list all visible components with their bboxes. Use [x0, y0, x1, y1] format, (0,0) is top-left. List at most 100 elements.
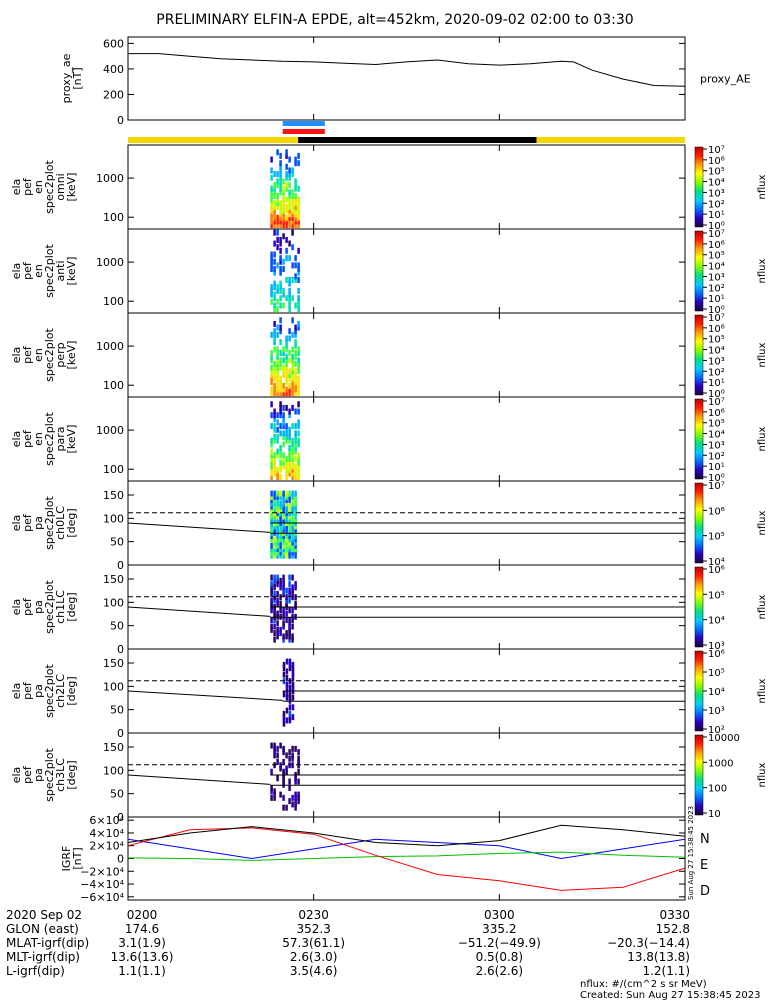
- heatmap-cell: [273, 536, 276, 543]
- heatmap-cell: [297, 346, 300, 353]
- heatmap-cell: [297, 749, 300, 756]
- heatmap-cell: [291, 745, 294, 752]
- heatmap-cell: [297, 375, 300, 382]
- heatmap-cell: [288, 434, 291, 441]
- ytick-label: 1000: [96, 424, 124, 437]
- heatmap-cell: [276, 412, 279, 419]
- heatmap-cell: [288, 581, 291, 588]
- colorbar-label: nflux: [757, 678, 768, 703]
- colorbar-tick-label: 10¹: [708, 210, 725, 221]
- heatmap-cell: [282, 633, 285, 640]
- heatmap-cell: [288, 749, 291, 756]
- series-line: [127, 851, 686, 861]
- heatmap-cell: [270, 207, 273, 214]
- heatmap-cell: [270, 298, 273, 305]
- heatmap-cell: [294, 490, 297, 497]
- heatmap-cell: [276, 516, 279, 523]
- heatmap-cell: [291, 171, 294, 178]
- heatmap-cell: [279, 626, 282, 633]
- axis-value: 335.2: [482, 922, 516, 936]
- heatmap-cell: [282, 266, 285, 273]
- heatmap-cell: [282, 758, 285, 765]
- panel-ylabel: pef: [21, 177, 34, 196]
- heatmap-cell: [276, 497, 279, 504]
- heatmap-cell: [276, 284, 279, 291]
- ytick-label: 100: [103, 463, 124, 476]
- heatmap-cell: [282, 503, 285, 510]
- panel-ylabel: spec2plot: [43, 160, 56, 214]
- heatmap-cell: [273, 192, 276, 199]
- heatmap-cell: [276, 466, 279, 473]
- heatmap-cell: [288, 617, 291, 624]
- heatmap-cell: [294, 262, 297, 269]
- colorbar-tick-label: 10⁰: [708, 389, 725, 400]
- heatmap-cell: [297, 430, 300, 437]
- panel-ylabel: en: [32, 348, 45, 362]
- heatmap-cell: [285, 474, 288, 481]
- heatmap-cell: [270, 597, 273, 604]
- heatmap-cell: [294, 539, 297, 546]
- heatmap-cell: [279, 523, 282, 530]
- panel-ylabel: pef: [21, 345, 34, 364]
- colorbar-tick-label: 10⁵: [708, 590, 725, 601]
- heatmap-cell: [297, 262, 300, 269]
- axis-value: 174.6: [125, 922, 159, 936]
- heatmap-cell: [285, 163, 288, 170]
- heatmap-cell: [273, 542, 276, 549]
- heatmap-cell: [291, 192, 294, 199]
- heatmap-cell: [276, 298, 279, 305]
- colorbar-tick-label: 10³: [708, 272, 725, 283]
- heatmap-cell: [294, 368, 297, 375]
- axis-value: 0330: [659, 908, 690, 922]
- heatmap-cell: [279, 503, 282, 510]
- heatmap-cell: [282, 584, 285, 591]
- heatmap-cell: [282, 671, 286, 678]
- panel-ylabel: [deg]: [65, 676, 78, 705]
- heatmap-cell: [288, 516, 291, 523]
- series-line: [127, 827, 686, 891]
- colorbar-tick-label: 10⁶: [708, 324, 725, 335]
- heatmap-cell: [273, 258, 276, 265]
- heatmap-cell: [294, 775, 297, 782]
- colorbar-tick-label: 10⁴: [708, 262, 725, 273]
- heatmap-cell: [273, 346, 276, 353]
- heatmap-cell: [270, 185, 273, 192]
- heatmap-cell: [294, 513, 297, 520]
- heatmap-cell: [282, 542, 285, 549]
- heatmap-cell: [288, 452, 291, 459]
- heatmap-cell: [270, 291, 273, 298]
- heatmap-cell: [282, 430, 285, 437]
- heatmap-cell: [273, 630, 276, 637]
- axis-value: 352.3: [296, 922, 330, 936]
- heatmap-cell: [279, 324, 282, 331]
- colorbar-tick-label: 10000: [708, 733, 740, 744]
- heatmap-cell: [282, 364, 285, 371]
- heatmap-cell: [291, 681, 295, 688]
- panel-ylabel: ela: [10, 179, 23, 196]
- heatmap-cell: [282, 533, 285, 540]
- heatmap-cell: [288, 755, 291, 762]
- heatmap-cell: [288, 549, 291, 556]
- heatmap-cell: [273, 623, 276, 630]
- heatmap-cell: [273, 339, 276, 346]
- heatmap-cell: [276, 552, 279, 559]
- heatmap-cell: [294, 455, 297, 462]
- heatmap-cell: [294, 497, 297, 504]
- heatmap-cell: [276, 490, 279, 497]
- heatmap-cell: [285, 503, 288, 510]
- ytick-label: 0: [117, 811, 124, 824]
- heatmap-cell: [282, 490, 285, 497]
- heatmap-cell: [285, 207, 288, 214]
- heatmap-cell: [270, 214, 273, 221]
- heatmap-cell: [285, 295, 288, 302]
- heatmap-cell: [273, 375, 276, 382]
- heatmap-cell: [297, 211, 300, 218]
- heatmap-cell: [279, 339, 282, 346]
- heatmap-cell: [276, 200, 279, 207]
- heatmap-cell: [297, 247, 300, 254]
- heatmap-cell: [291, 539, 294, 546]
- heatmap-cell: [276, 437, 279, 444]
- heatmap-cell: [276, 633, 279, 640]
- heatmap-cell: [288, 470, 291, 477]
